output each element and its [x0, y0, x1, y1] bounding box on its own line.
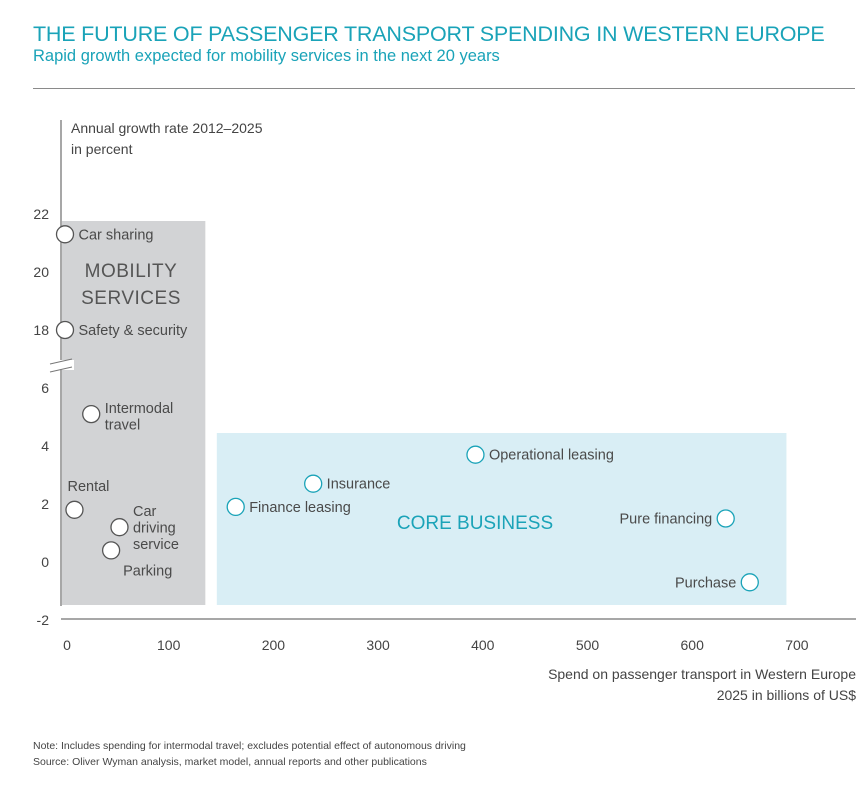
data-point-label: driving — [133, 521, 176, 537]
x-tick-label: 500 — [576, 637, 600, 653]
mobility-services-label: MOBILITY — [85, 261, 178, 282]
header-divider — [33, 88, 855, 89]
x-axis-label: 2025 in billions of US$ — [717, 687, 857, 703]
y-tick-label: 22 — [33, 206, 49, 222]
x-tick-label: 600 — [681, 637, 705, 653]
source-note: Source: Oliver Wyman analysis, market mo… — [33, 756, 427, 768]
data-point — [304, 474, 323, 493]
data-point-label: travel — [105, 418, 140, 434]
y-tick-label: 18 — [33, 322, 49, 338]
data-point-label: Purchase — [675, 575, 736, 591]
x-tick-label: 200 — [262, 637, 286, 653]
data-point-label: Finance leasing — [249, 500, 351, 516]
data-point-label: Rental — [67, 479, 109, 495]
data-point — [466, 445, 485, 464]
x-tick-label: 400 — [471, 637, 495, 653]
y-axis-label: Annual growth rate 2012–2025 — [71, 120, 263, 136]
footnote: Note: Includes spending for intermodal t… — [33, 740, 466, 752]
data-point-label: Insurance — [327, 477, 391, 493]
x-tick-label: 0 — [63, 637, 71, 653]
data-point-label: Car sharing — [79, 227, 154, 243]
data-point — [55, 225, 75, 244]
y-tick-label: 0 — [41, 554, 49, 570]
core-business-region — [216, 433, 787, 605]
data-point-label: Car — [133, 504, 157, 520]
axis-break-mark — [49, 358, 73, 365]
data-point — [55, 320, 75, 340]
chart-subtitle: Rapid growth expected for mobility servi… — [33, 47, 500, 65]
x-axis-label: Spend on passenger transport in Western … — [548, 666, 856, 682]
data-point — [101, 541, 121, 560]
data-point-label: Parking — [123, 563, 172, 579]
x-tick-label: 700 — [785, 637, 809, 653]
data-point — [82, 404, 101, 424]
x-tick-label: 300 — [366, 637, 390, 653]
data-point — [65, 500, 84, 519]
axis-break-mark — [49, 366, 73, 373]
data-point-label: Intermodal — [105, 401, 174, 417]
data-point — [110, 518, 129, 537]
data-point-label: Safety & security — [79, 323, 189, 339]
axis-break-gap — [48, 360, 74, 370]
y-tick-label: 20 — [33, 264, 49, 280]
mobility-services-label: SERVICES — [81, 288, 181, 309]
y-axis-label: in percent — [71, 141, 133, 157]
data-point-label: Operational leasing — [489, 448, 614, 464]
x-tick-label: 100 — [157, 637, 181, 653]
y-tick-label: 2 — [41, 496, 49, 512]
data-point — [740, 573, 759, 592]
data-point — [716, 509, 735, 528]
data-point-label: service — [133, 537, 179, 553]
y-tick-label: -2 — [37, 612, 50, 628]
data-point-label: Pure financing — [620, 512, 713, 528]
data-point — [226, 497, 245, 517]
chart-title: THE FUTURE OF PASSENGER TRANSPORT SPENDI… — [33, 22, 825, 46]
y-tick-label: 4 — [41, 438, 49, 454]
y-tick-label: 6 — [41, 380, 49, 396]
core-business-label: CORE BUSINESS — [397, 513, 553, 534]
